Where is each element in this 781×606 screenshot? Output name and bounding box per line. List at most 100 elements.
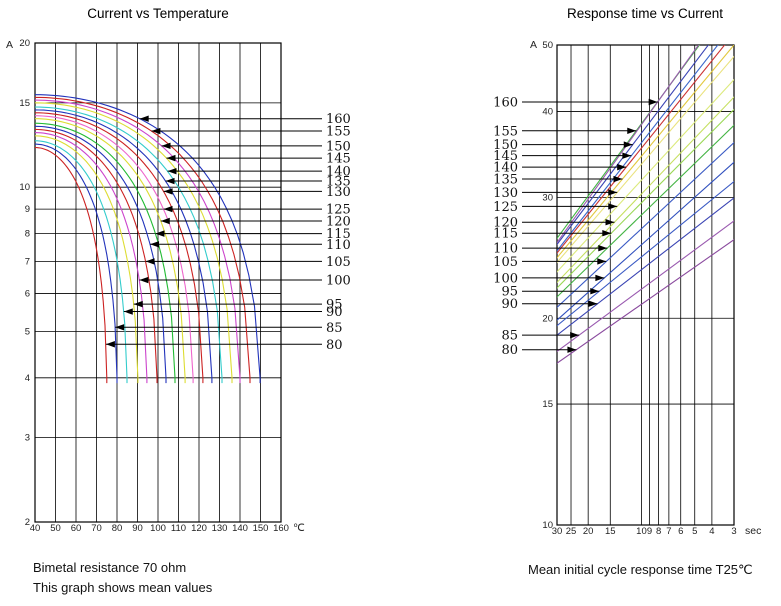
right-x-tick-label: 6 [678, 526, 683, 537]
right-arrow-icon-145 [622, 152, 632, 159]
trip-curve-100 [34, 132, 148, 384]
left-x-tick-label: 120 [191, 523, 207, 534]
left-curve-label-90: 90 [326, 305, 343, 320]
right-plot-frame [556, 44, 735, 526]
caption-mean-values: This graph shows mean values [33, 580, 213, 595]
left-curve-label-80: 80 [326, 338, 343, 353]
right-curve-label-85: 85 [501, 329, 518, 344]
right-chart-title: Response time vs Current [566, 6, 724, 21]
right-y-tick-label: 40 [542, 107, 553, 118]
right-y-unit-label: A [530, 39, 537, 51]
trip-curve-150 [34, 99, 241, 384]
right-arrow-icon-160 [648, 98, 658, 106]
left-curve-label-150: 150 [326, 139, 351, 154]
left-y-tick-label: 20 [19, 38, 30, 49]
response-curve-105 [557, 141, 734, 309]
left-y-unit-label: A [6, 39, 13, 51]
caption-response-time: Mean initial cycle response time T25℃ [528, 562, 753, 577]
right-curve-label-80: 80 [501, 343, 518, 358]
trip-curve-115 [34, 122, 176, 384]
left-curve-label-160: 160 [326, 112, 351, 127]
right-x-tick-label: 20 [583, 526, 594, 537]
left-arrow-icon-105 [145, 258, 155, 265]
right-curve-label-160: 160 [493, 96, 518, 111]
left-arrow-icon-110 [150, 241, 160, 248]
left-arrow-icon-150 [161, 142, 171, 150]
trip-curve-145 [34, 102, 233, 384]
right-arrow-icon-125 [608, 203, 618, 210]
left-y-tick-label: 7 [25, 256, 30, 267]
left-x-tick-label: 160 [273, 523, 289, 534]
left-curve-label-100: 100 [326, 274, 351, 289]
right-arrow-icon-90 [588, 300, 598, 307]
right-arrow-icon-155 [627, 127, 637, 134]
left-curve-label-125: 125 [326, 203, 351, 218]
right-curve-label-155: 155 [493, 124, 518, 139]
left-arrow-icon-80 [105, 341, 115, 348]
right-curve-label-135: 135 [493, 173, 518, 188]
trip-curve-125 [34, 115, 194, 384]
left-chart-title: Current vs Temperature [87, 6, 229, 21]
right-curve-label-115: 115 [493, 227, 518, 242]
left-y-tick-label: 2 [25, 517, 30, 528]
left-curve-label-135: 135 [326, 175, 351, 190]
response-curve-130 [557, 55, 734, 264]
right-x-tick-label: 4 [709, 526, 714, 537]
right-curve-label-145: 145 [493, 149, 518, 164]
left-y-tick-label: 15 [19, 98, 30, 109]
right-curve-label-100: 100 [493, 271, 518, 286]
right-x-tick-label: 5 [692, 526, 697, 537]
right-arrow-icon-105 [597, 258, 607, 265]
left-arrow-icon-145 [166, 154, 176, 162]
right-arrow-icon-140 [617, 163, 627, 171]
left-y-tick-label: 10 [19, 182, 30, 193]
left-curve-label-105: 105 [326, 255, 351, 270]
response-curve-155 [557, 45, 701, 240]
left-curve-label-115: 115 [326, 227, 351, 242]
response-curve-120 [557, 96, 734, 284]
trip-curve-130 [35, 112, 204, 384]
left-plot-frame [34, 42, 282, 523]
left-curve-label-155: 155 [326, 125, 351, 140]
right-arrow-icon-120 [605, 219, 615, 226]
trip-curve-85 [34, 143, 118, 384]
left-y-tick-label: 9 [25, 204, 30, 215]
response-curve-150 [557, 45, 709, 246]
left-x-tick-label: 140 [232, 523, 248, 534]
right-x-tick-label: 3 [731, 526, 736, 537]
left-x-tick-label: 60 [71, 523, 82, 534]
response-curve-125 [557, 78, 734, 273]
right-arrow-icon-80 [567, 346, 577, 353]
left-curve-label-145: 145 [326, 152, 351, 167]
right-curve-label-105: 105 [493, 255, 518, 270]
response-curve-95 [557, 180, 734, 327]
right-x-tick-label: 30 [552, 526, 563, 537]
right-arrow-icon-95 [590, 288, 600, 295]
right-arrow-icon-85 [570, 331, 580, 339]
right-arrow-icon-130 [608, 189, 618, 196]
left-x-tick-label: 50 [50, 523, 61, 534]
left-arrow-icon-130 [163, 188, 173, 195]
response-curve-140 [557, 45, 726, 254]
left-arrow-icon-135 [165, 177, 175, 185]
response-curve-90 [557, 197, 734, 336]
trip-curve-110 [34, 125, 167, 384]
left-x-tick-label: 70 [91, 523, 102, 534]
right-x-tick-label: 25 [566, 526, 577, 537]
left-x-tick-label: 80 [112, 523, 123, 534]
right-curve-label-130: 130 [493, 186, 518, 201]
trip-curve-90 [35, 140, 128, 384]
left-y-tick-label: 3 [25, 433, 30, 444]
left-arrow-icon-140 [167, 167, 177, 175]
left-arrow-icon-120 [160, 217, 170, 225]
trip-curve-105 [34, 128, 158, 384]
right-arrow-icon-100 [595, 274, 605, 282]
response-curve-135 [557, 45, 734, 259]
right-y-tick-label: 10 [542, 520, 553, 531]
right-x-tick-label: 7 [666, 526, 671, 537]
left-x-tick-label: 150 [253, 523, 269, 534]
response-curve-110 [557, 124, 734, 298]
trip-curve-80 [34, 146, 108, 384]
